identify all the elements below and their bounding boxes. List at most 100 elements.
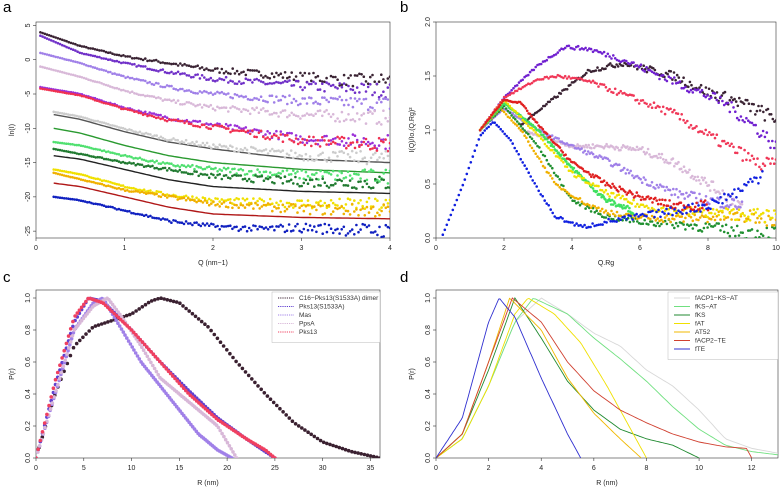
data-point	[684, 216, 687, 220]
data-point	[639, 216, 643, 219]
data-point	[207, 203, 211, 207]
data-point	[628, 146, 632, 149]
data-point	[681, 192, 685, 196]
data-point	[597, 223, 600, 227]
data-point	[765, 226, 769, 230]
data-point	[86, 179, 89, 183]
data-point	[109, 180, 112, 184]
series-10	[52, 147, 390, 190]
data-point	[63, 358, 67, 363]
data-point	[222, 106, 226, 109]
data-point	[211, 107, 215, 110]
data-point	[246, 373, 251, 378]
data-point	[545, 102, 548, 106]
data-point	[240, 366, 245, 371]
data-point	[136, 190, 140, 193]
data-point	[216, 224, 219, 228]
data-point	[698, 208, 701, 211]
data-point	[257, 129, 261, 132]
data-point	[517, 153, 520, 156]
data-point	[586, 146, 589, 149]
data-point	[582, 176, 585, 180]
data-point	[769, 216, 772, 220]
data-point	[697, 179, 701, 182]
data-point	[525, 83, 528, 87]
data-point	[299, 135, 302, 138]
data-point	[635, 191, 639, 194]
data-point	[604, 209, 608, 212]
data-point	[235, 147, 238, 150]
data-point	[246, 97, 250, 101]
data-point	[181, 304, 185, 308]
y-tick-label: 1.0	[425, 125, 432, 135]
y-tick-label: 0.8	[25, 325, 32, 335]
data-point	[121, 209, 125, 212]
data-point	[254, 201, 257, 205]
data-point	[355, 138, 359, 142]
data-point	[562, 161, 565, 164]
data-point	[115, 159, 119, 162]
data-point	[144, 65, 147, 68]
data-point	[578, 203, 582, 207]
data-point	[43, 425, 47, 430]
data-point	[633, 214, 636, 217]
data-point	[62, 174, 66, 177]
data-point	[262, 99, 265, 102]
data-point	[348, 230, 352, 233]
data-point	[498, 103, 502, 107]
data-point	[748, 229, 752, 232]
data-point	[216, 170, 219, 173]
data-point	[377, 136, 381, 140]
data-point	[286, 131, 289, 135]
data-point	[312, 114, 315, 117]
data-point	[730, 226, 733, 229]
data-point	[336, 227, 339, 231]
data-point	[289, 229, 293, 233]
data-point	[199, 172, 203, 176]
data-point	[353, 159, 356, 162]
data-point	[288, 75, 291, 79]
data-point	[168, 138, 171, 142]
data-point	[772, 223, 776, 227]
data-point	[587, 170, 590, 174]
data-point	[237, 150, 240, 153]
data-point	[618, 163, 621, 166]
data-point	[135, 65, 138, 68]
data-point	[612, 146, 615, 149]
data-point	[560, 149, 563, 152]
data-point	[157, 195, 161, 198]
data-point	[313, 225, 316, 228]
data-point	[664, 158, 668, 162]
data-point	[73, 143, 76, 147]
data-point	[138, 156, 142, 160]
data-point	[264, 74, 267, 78]
data-point	[250, 377, 254, 381]
data-point	[148, 59, 151, 62]
data-point	[195, 221, 198, 224]
data-point	[281, 94, 285, 98]
data-point	[134, 189, 137, 193]
data-point	[649, 220, 652, 223]
data-point	[189, 165, 192, 168]
data-point	[266, 175, 270, 178]
data-point	[259, 80, 263, 83]
data-point	[689, 88, 693, 92]
data-point	[77, 199, 81, 202]
data-point	[151, 216, 154, 219]
y-axis-label: P(r)	[9, 368, 16, 380]
data-point	[168, 98, 171, 101]
data-point	[56, 382, 60, 387]
data-point	[254, 224, 257, 228]
data-point	[302, 181, 306, 185]
data-point	[551, 97, 555, 100]
data-point	[229, 106, 232, 110]
data-point	[704, 222, 707, 225]
data-point	[62, 149, 66, 153]
data-point	[69, 171, 72, 174]
data-point	[174, 118, 178, 122]
data-point	[353, 233, 356, 236]
data-point	[353, 91, 357, 94]
data-point	[287, 153, 291, 157]
data-point	[616, 146, 619, 150]
data-point	[54, 195, 58, 199]
